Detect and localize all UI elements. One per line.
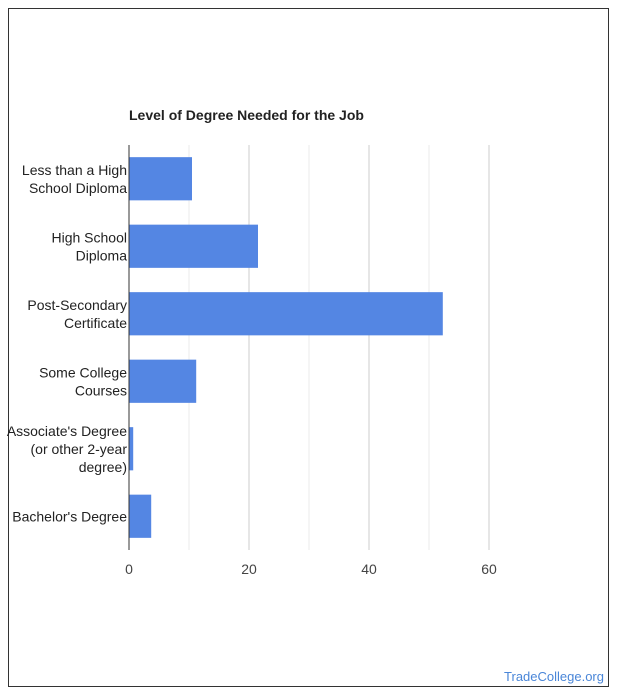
category-label: Less than a High School Diploma <box>22 162 127 196</box>
bar <box>129 292 443 336</box>
chart-title: Level of Degree Needed for the Job <box>129 107 364 123</box>
bar <box>129 427 134 471</box>
bar <box>129 157 192 201</box>
category-label: Associate's Degree (or other 2-year degree… <box>7 423 128 475</box>
category-label: High School Diploma <box>52 229 128 263</box>
category-label: Post-Secondary Certificate <box>27 297 127 331</box>
watermark: TradeCollege.org <box>504 669 604 684</box>
x-tick-label: 40 <box>361 561 377 577</box>
bar <box>129 494 152 538</box>
bars <box>129 157 443 538</box>
x-tick-label: 20 <box>241 561 257 577</box>
x-tick-label: 0 <box>125 561 133 577</box>
bar <box>129 359 197 403</box>
x-tick-label: 60 <box>481 561 497 577</box>
category-label: Bachelor's Degree <box>12 508 127 524</box>
bar <box>129 224 258 268</box>
gridlines <box>188 145 490 550</box>
x-tick-labels: 0 20 40 60 <box>125 561 497 577</box>
category-label: Some College Courses <box>39 364 127 398</box>
category-labels: Less than a High School Diploma High Schoo… <box>7 162 128 525</box>
